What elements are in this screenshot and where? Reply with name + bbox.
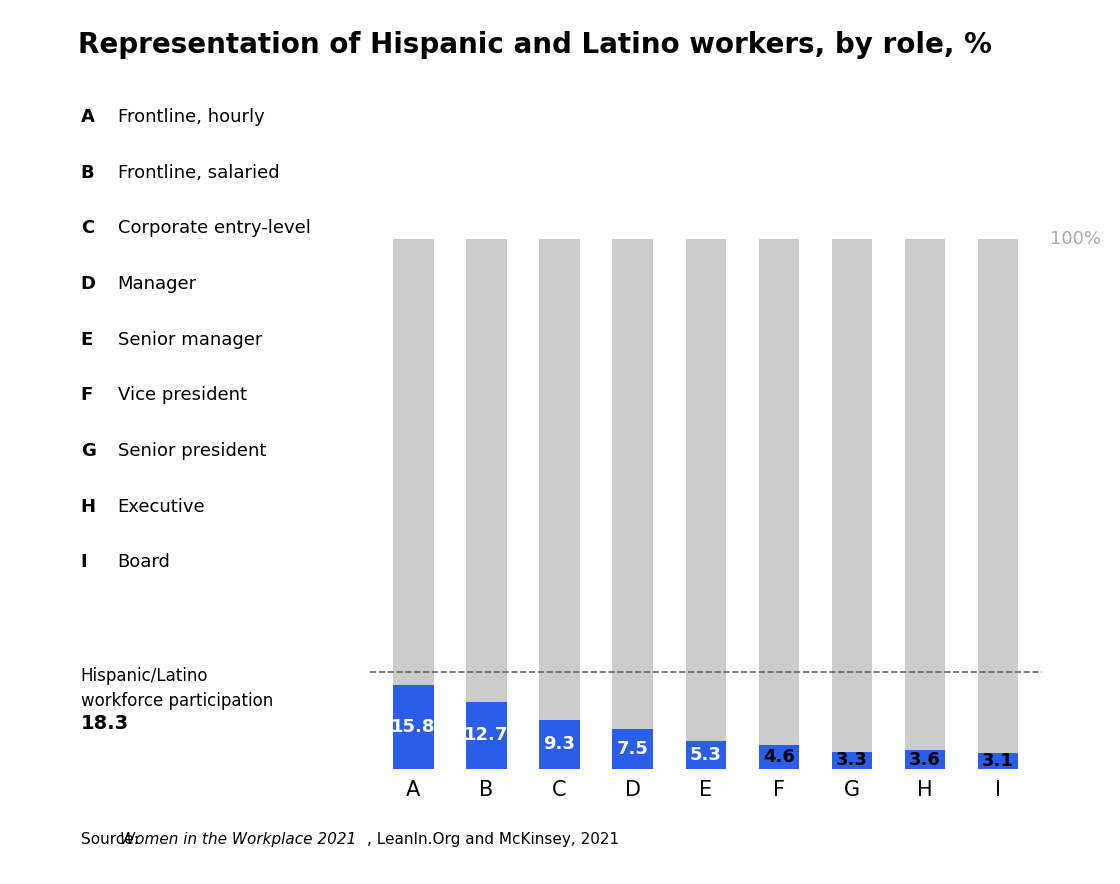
Bar (540, 239, 580, 769)
Bar (905, 750, 945, 769)
Text: Source:: Source: (81, 832, 143, 847)
Text: 5.3: 5.3 (690, 746, 721, 764)
Text: Representation of Hispanic and Latino workers, by role, %: Representation of Hispanic and Latino wo… (78, 31, 992, 59)
Text: 3.3: 3.3 (836, 751, 868, 769)
Text: H: H (81, 498, 95, 515)
Text: D: D (81, 275, 95, 293)
Text: Frontline, salaried: Frontline, salaried (118, 164, 279, 181)
Text: 9.3: 9.3 (543, 735, 576, 753)
Text: 3.6: 3.6 (908, 751, 941, 768)
Text: E: E (81, 331, 93, 348)
Text: Senior president: Senior president (118, 442, 265, 460)
Bar (758, 239, 799, 769)
Text: Vice president: Vice president (118, 386, 246, 404)
Text: , LeanIn.Org and McKinsey, 2021: , LeanIn.Org and McKinsey, 2021 (367, 832, 619, 847)
Text: Executive: Executive (118, 498, 205, 515)
Text: 100%: 100% (1049, 230, 1101, 248)
Bar (978, 239, 1018, 769)
Text: I: I (81, 553, 87, 571)
Text: 12.7: 12.7 (465, 727, 508, 744)
Text: Corporate entry-level: Corporate entry-level (118, 219, 310, 237)
Text: Manager: Manager (118, 275, 197, 293)
Bar (831, 751, 871, 769)
Bar (466, 702, 506, 769)
Bar (613, 729, 653, 769)
Text: 7.5: 7.5 (617, 740, 648, 758)
Text: C: C (81, 219, 94, 237)
Text: 4.6: 4.6 (763, 748, 794, 766)
Text: Senior manager: Senior manager (118, 331, 262, 348)
Bar (393, 239, 433, 769)
Bar (758, 744, 799, 769)
Bar (540, 720, 580, 769)
Bar (466, 239, 506, 769)
Text: 18.3: 18.3 (81, 714, 129, 733)
Text: B: B (81, 164, 94, 181)
Bar (685, 741, 726, 769)
Bar (905, 239, 945, 769)
Text: Board: Board (118, 553, 170, 571)
Bar (831, 239, 871, 769)
Text: Women in the Workplace 2021: Women in the Workplace 2021 (120, 832, 356, 847)
Bar (685, 239, 726, 769)
Text: Hispanic/Latino
workforce participation: Hispanic/Latino workforce participation (81, 667, 273, 711)
Text: Frontline, hourly: Frontline, hourly (118, 108, 264, 126)
Text: 15.8: 15.8 (391, 718, 436, 736)
Bar (613, 239, 653, 769)
Bar (978, 752, 1018, 769)
Text: 3.1: 3.1 (982, 752, 1014, 770)
Text: A: A (81, 108, 94, 126)
Text: G: G (81, 442, 95, 460)
Bar (393, 685, 433, 769)
Text: F: F (81, 386, 93, 404)
